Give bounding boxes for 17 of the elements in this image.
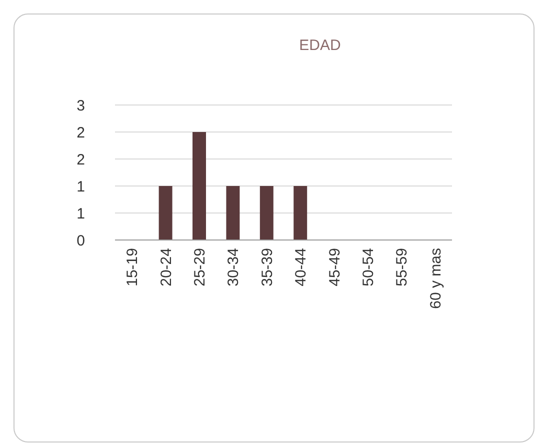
x-tick-label: 30-34: [225, 248, 242, 286]
x-tick-label: 50-54: [360, 248, 377, 286]
x-tick-label: 40-44: [292, 248, 310, 286]
x-tick-label: 55-59: [394, 248, 411, 286]
y-tick-label: 2: [76, 124, 85, 142]
y-tick-label: 0: [76, 232, 85, 250]
y-tick-label: 1: [76, 205, 85, 222]
x-tick-label: 20-24: [158, 248, 175, 286]
x-tick-label: 35-39: [258, 248, 276, 286]
y-tick-label: 1: [76, 178, 85, 196]
x-tick-label: 45-49: [326, 248, 344, 286]
y-tick-label: 2: [76, 151, 85, 168]
x-tick-label: 25-29: [192, 248, 208, 286]
x-tick-label: 60 y mas: [427, 248, 444, 309]
chart-title: EDAD: [299, 37, 341, 54]
x-tick-label: 15-19: [124, 248, 142, 286]
y-tick-label: 3: [76, 97, 85, 114]
